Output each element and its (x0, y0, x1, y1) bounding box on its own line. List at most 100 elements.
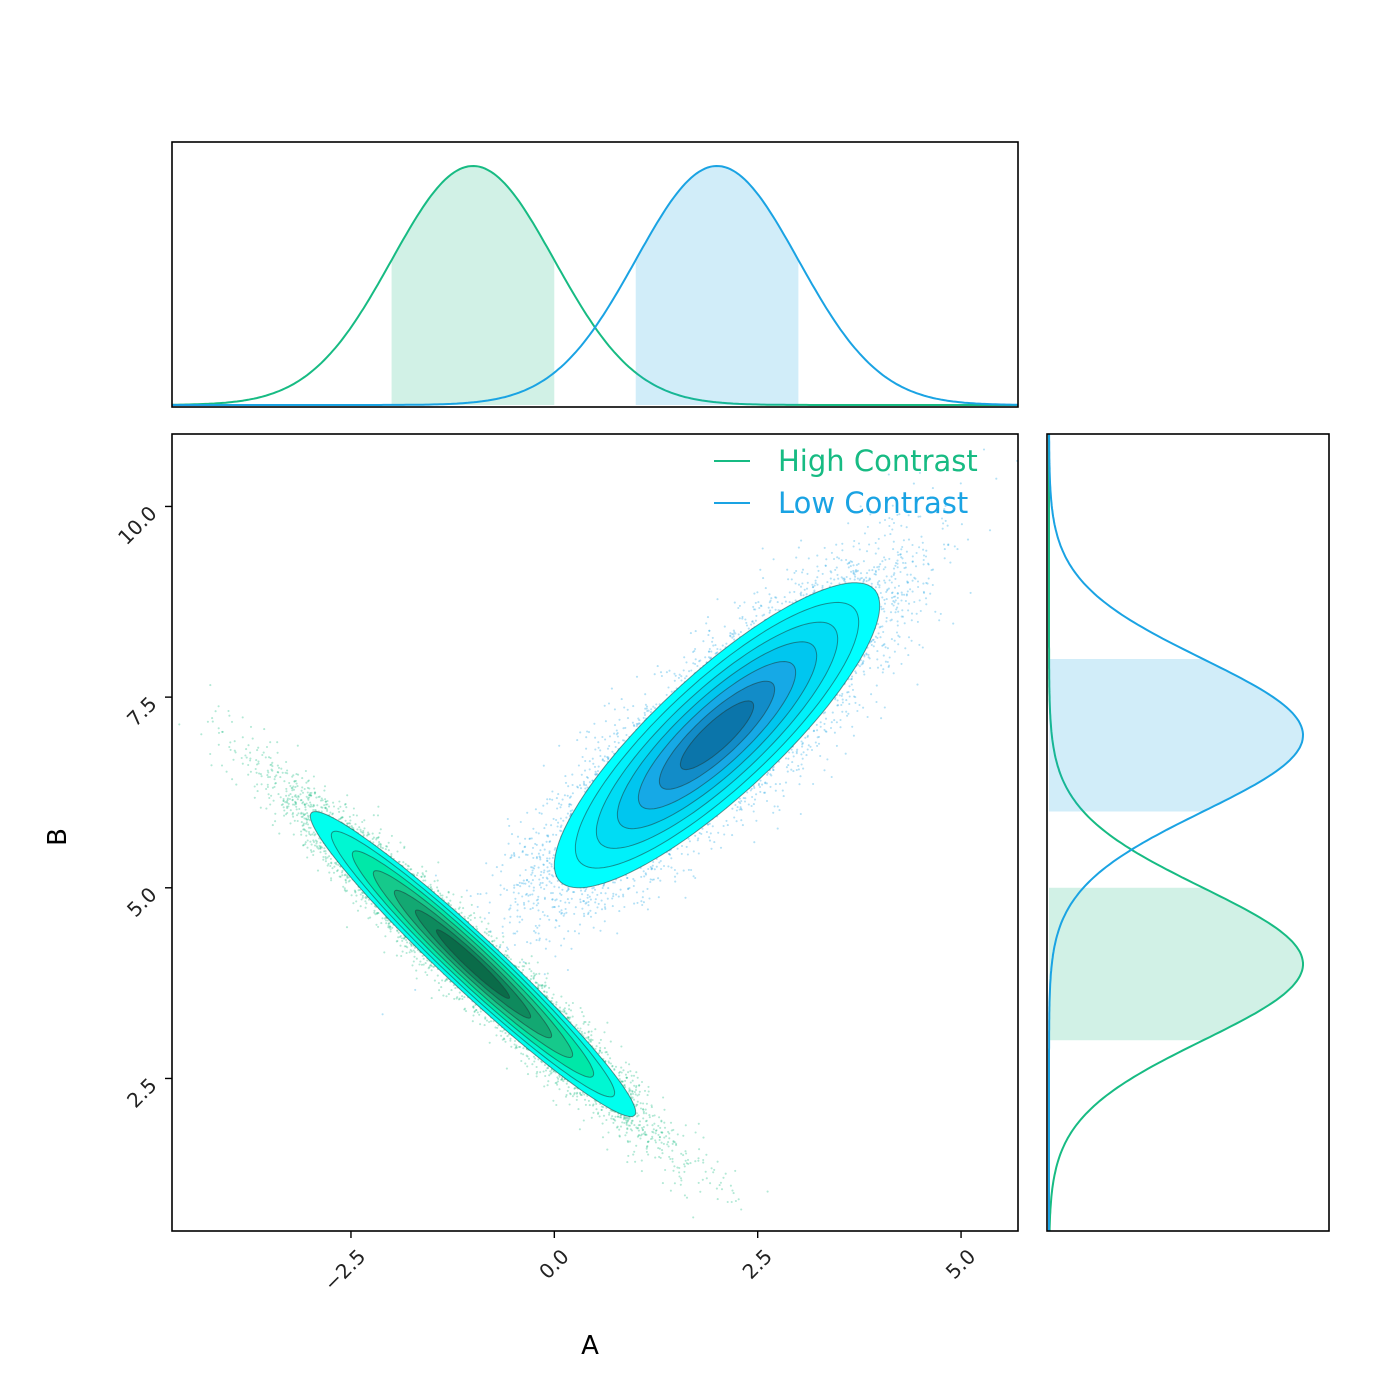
scatter-point (302, 844, 305, 847)
scatter-point (303, 829, 307, 832)
scatter-point (543, 985, 546, 988)
scatter-point (494, 1026, 497, 1029)
scatter-point (289, 809, 292, 812)
scatter-point (489, 930, 492, 934)
scatter-point (545, 991, 548, 994)
scatter-point (650, 1106, 653, 1109)
scatter-point (379, 845, 382, 848)
scatter-point (385, 845, 389, 848)
scatter-point (582, 1022, 585, 1025)
scatter-point (300, 821, 303, 824)
scatter-point (623, 1084, 626, 1087)
scatter-point (399, 934, 402, 938)
scatter-point (626, 1119, 629, 1122)
scatter-point (653, 1114, 656, 1117)
scatter-point (330, 877, 333, 880)
scatter-point (598, 1041, 601, 1045)
scatter-point (266, 783, 269, 786)
scatter-point (255, 763, 259, 766)
scatter-point (286, 811, 289, 815)
scatter-point (305, 830, 308, 833)
scatter-point (684, 1150, 687, 1153)
scatter-point (672, 1140, 675, 1143)
scatter-point (661, 1131, 664, 1134)
scatter-point (421, 872, 424, 875)
scatter-point (578, 1029, 581, 1032)
scatter-point (324, 855, 327, 859)
scatter-point (528, 968, 531, 971)
scatter-point (324, 800, 327, 803)
scatter-point (447, 891, 450, 894)
scatter-point (253, 785, 256, 788)
scatter-point (413, 946, 417, 949)
scatter-point (651, 1137, 654, 1140)
scatter-point (488, 1041, 491, 1044)
scatter-point (410, 950, 413, 953)
scatter-point (642, 1117, 645, 1120)
scatter-point (563, 1010, 566, 1013)
scatter-point (641, 1128, 644, 1131)
scatter-point (526, 1073, 530, 1076)
scatter-point (650, 1104, 653, 1107)
scatter-point (247, 773, 250, 776)
scatter-point (200, 733, 203, 736)
scatter-point (579, 1006, 582, 1010)
scatter-point (454, 987, 457, 990)
scatter-point (264, 756, 267, 759)
scatter-point (303, 787, 306, 791)
scatter-point (487, 930, 490, 933)
scatter-point (217, 727, 220, 730)
scatter-point (395, 940, 398, 943)
scatter-point (472, 1014, 475, 1017)
scatter-point (614, 1115, 617, 1118)
scatter-point (420, 963, 423, 966)
scatter-point (587, 1031, 590, 1034)
scatter-point (349, 819, 352, 822)
scatter-point (587, 1099, 590, 1102)
scatter-point (473, 1010, 476, 1013)
scatter-point (589, 1040, 592, 1043)
scatter-point (490, 935, 493, 938)
scatter-point (588, 1038, 591, 1041)
scatter-point (504, 1032, 507, 1035)
scatter-point (627, 1071, 630, 1074)
scatter-point (418, 963, 421, 966)
scatter-point (331, 867, 334, 870)
scatter-point (309, 803, 313, 806)
scatter-point (302, 828, 305, 831)
scatter-point (546, 1067, 549, 1070)
top-marginal-frame (171, 141, 1019, 408)
scatter-point (558, 1075, 561, 1078)
scatter-point (600, 1105, 603, 1108)
scatter-point (439, 894, 442, 897)
scatter-point (441, 894, 444, 897)
scatter-point (420, 875, 423, 878)
scatter-point (605, 1051, 608, 1054)
scatter-point (644, 1108, 647, 1111)
scatter-point (344, 879, 347, 882)
scatter-point (301, 791, 305, 794)
scatter-point (293, 780, 296, 783)
scatter-point (287, 805, 290, 808)
scatter-point (537, 983, 540, 986)
scatter-point (281, 803, 284, 806)
scatter-point (528, 962, 531, 965)
scatter-point (328, 871, 331, 874)
scatter-point (406, 864, 409, 867)
scatter-point (590, 1030, 593, 1033)
scatter-point (436, 974, 439, 977)
scatter-point (339, 817, 343, 820)
scatter-point (396, 929, 399, 933)
scatter-point (429, 886, 433, 889)
scatter-point (544, 981, 547, 984)
scatter-point (620, 1045, 623, 1048)
scatter-point (286, 797, 289, 800)
scatter-point (379, 828, 382, 831)
scatter-point (228, 745, 231, 749)
scatter-point (616, 1125, 619, 1128)
scatter-point (522, 968, 525, 972)
scatter-point (629, 1081, 632, 1084)
top-interval-fill-low-contrast (635, 166, 799, 405)
scatter-point (475, 925, 478, 928)
scatter-point (285, 800, 288, 803)
